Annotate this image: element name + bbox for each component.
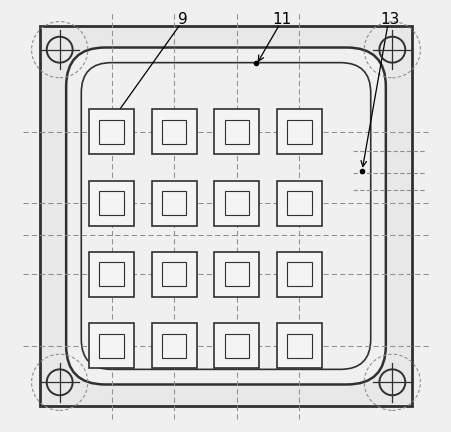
Bar [224,262,249,286]
Bar [162,191,186,215]
Bar [89,252,133,297]
Bar [214,323,259,368]
Bar [152,323,196,368]
Bar [89,109,133,154]
Bar [276,323,321,368]
Text: 13: 13 [380,12,399,27]
Bar [276,252,321,297]
Bar [276,109,321,154]
Bar [162,120,186,144]
Bar [152,252,196,297]
Bar [162,262,186,286]
Bar [99,120,123,144]
Bar [99,334,123,358]
Bar [99,262,123,286]
Bar [89,181,133,226]
Bar [276,181,321,226]
Bar [287,191,311,215]
Text: 9: 9 [178,12,187,27]
Text: 11: 11 [272,12,291,27]
Bar [224,334,249,358]
Bar [214,109,259,154]
Bar [89,323,133,368]
Bar [214,252,259,297]
Bar [287,262,311,286]
Bar [99,191,123,215]
Bar [152,109,196,154]
Bar [287,334,311,358]
FancyBboxPatch shape [66,48,385,384]
Bar [152,181,196,226]
Bar [287,120,311,144]
Bar [214,181,259,226]
Bar [162,334,186,358]
Bar [40,26,411,406]
Bar [224,120,249,144]
Bar [224,191,249,215]
